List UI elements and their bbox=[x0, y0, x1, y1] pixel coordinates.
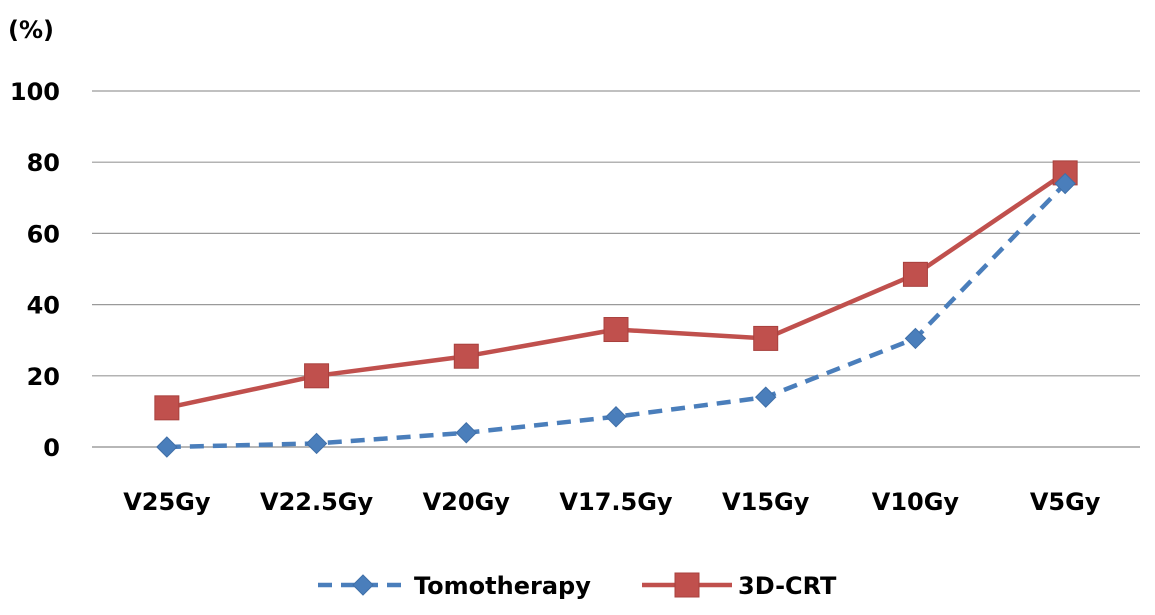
data-point bbox=[753, 325, 779, 351]
data-point bbox=[156, 436, 178, 458]
legend-square-marker bbox=[674, 572, 700, 598]
series-line bbox=[166, 171, 1067, 411]
legend-item: 3D-CRT bbox=[642, 572, 837, 600]
legend-label: 3D-CRT bbox=[738, 572, 837, 600]
x-tick-label: V5Gy bbox=[1030, 488, 1101, 516]
legend-diamond-marker bbox=[352, 574, 374, 596]
y-tick-label: 100 bbox=[10, 78, 60, 106]
series-tomotherapy bbox=[156, 172, 1076, 458]
y-tick-label: 0 bbox=[43, 434, 60, 462]
data-point bbox=[305, 432, 328, 455]
x-tick-label: V22.5Gy bbox=[260, 488, 373, 516]
data-point bbox=[1054, 172, 1076, 195]
series-layer bbox=[154, 160, 1078, 458]
legend-label: Tomotherapy bbox=[414, 572, 591, 600]
y-axis-ticks: 0 20 40 60 80 100 bbox=[10, 78, 60, 462]
x-tick-label: V20Gy bbox=[423, 488, 511, 516]
data-point bbox=[453, 343, 479, 369]
legend: Tomotherapy 3D-CRT bbox=[318, 572, 837, 600]
x-tick-label: V25Gy bbox=[123, 488, 211, 516]
data-point bbox=[455, 422, 477, 444]
data-point bbox=[154, 395, 180, 421]
data-point bbox=[603, 317, 629, 343]
data-point bbox=[605, 406, 627, 428]
x-tick-label: V10Gy bbox=[872, 488, 960, 516]
y-tick-label: 80 bbox=[27, 149, 60, 177]
y-tick-label: 60 bbox=[27, 220, 60, 248]
gridlines bbox=[92, 90, 1140, 448]
data-point bbox=[755, 386, 777, 408]
y-tick-label: 40 bbox=[27, 292, 60, 320]
data-point bbox=[902, 261, 928, 287]
x-axis-ticks: V25Gy V22.5Gy V20Gy V17.5Gy V15Gy V10Gy V5Gy bbox=[123, 488, 1101, 516]
data-point bbox=[304, 363, 330, 389]
x-tick-label: V15Gy bbox=[722, 488, 810, 516]
y-tick-label: 20 bbox=[27, 363, 60, 391]
y-axis-unit-label: (%) bbox=[8, 16, 54, 44]
series-3d-crt bbox=[154, 160, 1078, 421]
legend-item: Tomotherapy bbox=[318, 572, 591, 600]
data-point bbox=[904, 327, 927, 350]
x-tick-label: V17.5Gy bbox=[559, 488, 672, 516]
